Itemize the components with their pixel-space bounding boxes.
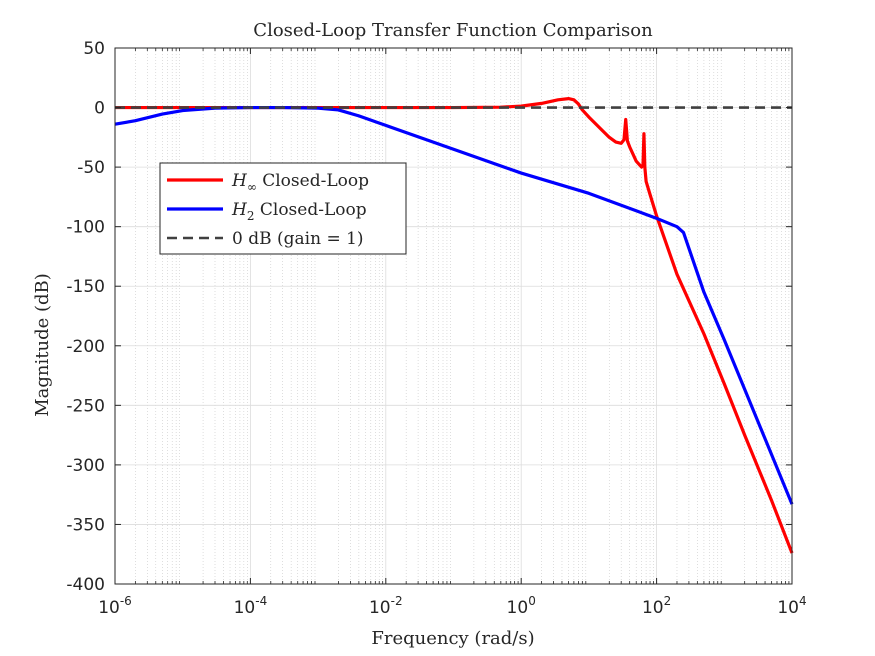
legend-label-3: 0 dB (gain = 1) (232, 229, 364, 249)
tick-marks (114, 47, 793, 585)
x-tick-label: 10-2 (369, 594, 403, 618)
plot-box (114, 47, 793, 585)
y-tick-label: -350 (66, 515, 105, 535)
series-line-1 (115, 97, 794, 554)
x-tick-label: 10-4 (234, 594, 268, 618)
y-tick-label: -100 (66, 218, 105, 238)
legend-label-1: H∞ Closed-Loop (231, 171, 369, 194)
series-layer (114, 97, 794, 554)
y-tick-label: -150 (66, 277, 105, 297)
y-tick-labels: 50 0 -50 -100 -150 -200 -250 -300 -350 -400 (66, 39, 105, 595)
y-tick-label: -400 (66, 575, 105, 595)
x-axis-title: Frequency (rad/s) (371, 628, 534, 649)
legend-label-2: H2 Closed-Loop (231, 200, 367, 223)
chart-title: Closed-Loop Transfer Function Comparison (253, 20, 653, 41)
x-tick-label: 102 (642, 594, 671, 618)
y-tick-label: -50 (77, 158, 105, 178)
x-tick-labels: 10-6 10-4 10-2 100 102 104 (98, 594, 806, 618)
y-tick-label: -250 (66, 396, 105, 416)
y-axis-title: Magnitude (dB) (32, 273, 53, 417)
x-tick-label: 10-6 (98, 594, 132, 618)
minor-grid (135, 48, 790, 584)
y-tick-label: -200 (66, 337, 105, 357)
legend: H∞ Closed-Loop H2 Closed-Loop 0 dB (gain =… (159, 162, 407, 255)
x-tick-label: 104 (777, 594, 806, 618)
y-tick-label: -300 (66, 456, 105, 476)
series-line-2 (114, 105, 794, 505)
plot-area (115, 48, 792, 584)
y-tick-label: 0 (94, 99, 105, 119)
y-tick-label: 50 (83, 39, 105, 59)
x-tick-label: 100 (507, 594, 536, 618)
